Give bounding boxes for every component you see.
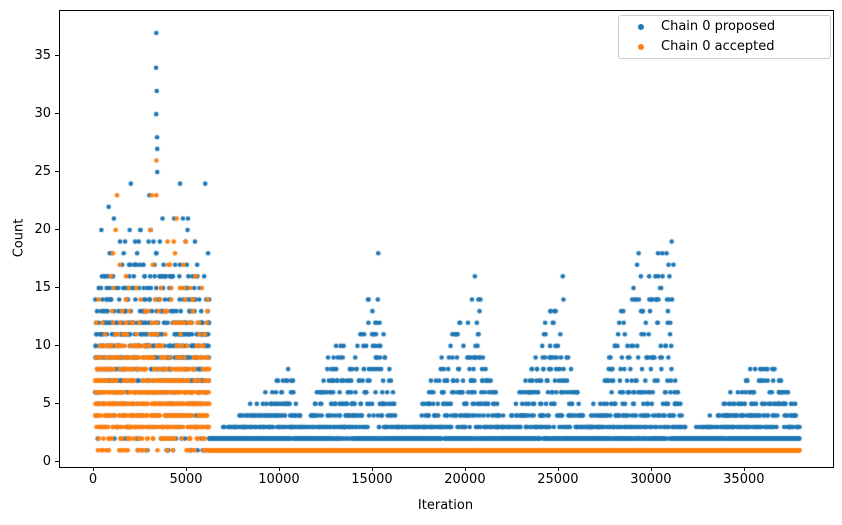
scatter-canvas bbox=[60, 11, 833, 467]
x-tick-label: 0 bbox=[88, 472, 98, 487]
y-tick-label: 25 bbox=[34, 164, 51, 180]
y-tick-mark bbox=[55, 402, 59, 404]
y-tick-mark bbox=[55, 171, 59, 173]
y-tick-label: 10 bbox=[34, 337, 51, 353]
y-tick-label: 20 bbox=[34, 222, 51, 238]
y-tick-mark bbox=[55, 113, 59, 115]
x-tick-label: 10000 bbox=[258, 472, 300, 487]
x-tick-mark bbox=[371, 467, 373, 471]
x-tick-mark bbox=[464, 467, 466, 471]
legend-entry-accepted: Chain 0 accepted bbox=[619, 37, 830, 57]
x-tick-mark bbox=[650, 467, 652, 471]
y-tick-mark bbox=[55, 229, 59, 231]
y-tick-label: 0 bbox=[42, 453, 51, 469]
plot-area bbox=[59, 10, 834, 468]
x-tick-label: 35000 bbox=[723, 472, 765, 487]
y-tick-mark bbox=[55, 344, 59, 346]
x-axis-label: Iteration bbox=[417, 498, 474, 513]
y-tick-mark bbox=[55, 460, 59, 462]
x-tick-mark bbox=[93, 467, 95, 471]
y-tick-label: 30 bbox=[34, 106, 51, 122]
x-tick-label: 5000 bbox=[169, 472, 203, 487]
y-tick-label: 5 bbox=[42, 395, 51, 411]
x-tick-label: 30000 bbox=[630, 472, 672, 487]
y-axis-label: Count bbox=[11, 218, 27, 258]
legend-entry-proposed: Chain 0 proposed bbox=[619, 17, 830, 37]
legend: Chain 0 proposed Chain 0 accepted bbox=[618, 15, 831, 59]
y-tick-mark bbox=[55, 286, 59, 288]
accepted-marker-icon bbox=[638, 44, 644, 50]
y-tick-label: 15 bbox=[34, 279, 51, 295]
x-tick-mark bbox=[743, 467, 745, 471]
legend-label-proposed: Chain 0 proposed bbox=[661, 19, 776, 34]
x-tick-mark bbox=[557, 467, 559, 471]
x-tick-mark bbox=[186, 467, 187, 471]
x-tick-label: 20000 bbox=[444, 472, 486, 487]
x-tick-mark bbox=[278, 467, 280, 471]
x-tick-label: 25000 bbox=[537, 472, 579, 487]
y-tick-label: 35 bbox=[34, 48, 51, 64]
legend-label-accepted: Chain 0 accepted bbox=[661, 39, 775, 54]
x-tick-label: 15000 bbox=[351, 472, 393, 487]
y-tick-mark bbox=[55, 55, 59, 57]
proposed-marker-icon bbox=[638, 24, 644, 30]
